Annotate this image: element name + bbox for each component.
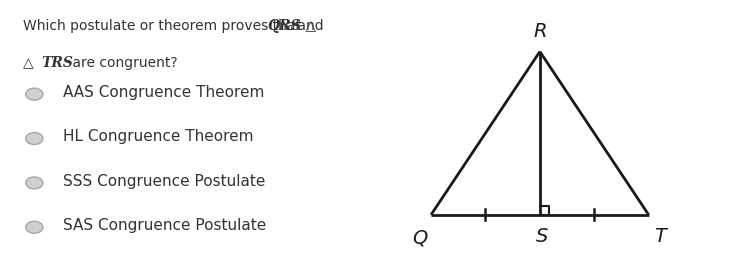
Text: △: △ [23,56,38,70]
Circle shape [26,221,43,233]
Text: QRS: QRS [267,19,300,33]
Text: AAS Congruence Theorem: AAS Congruence Theorem [63,85,265,100]
Text: $Q$: $Q$ [412,228,429,248]
Text: HL Congruence Theorem: HL Congruence Theorem [63,129,254,144]
Text: and: and [293,19,324,33]
Text: $T$: $T$ [654,228,669,246]
Text: TRS: TRS [42,56,73,70]
Text: Which postulate or theorem proves that △: Which postulate or theorem proves that △ [23,19,320,33]
Text: $S$: $S$ [535,228,549,246]
Text: are congruent?: are congruent? [68,56,178,70]
Text: $R$: $R$ [533,23,547,41]
Circle shape [26,88,43,100]
Circle shape [26,133,43,144]
Text: SAS Congruence Postulate: SAS Congruence Postulate [63,218,267,233]
Text: SSS Congruence Postulate: SSS Congruence Postulate [63,174,265,189]
Circle shape [26,177,43,189]
